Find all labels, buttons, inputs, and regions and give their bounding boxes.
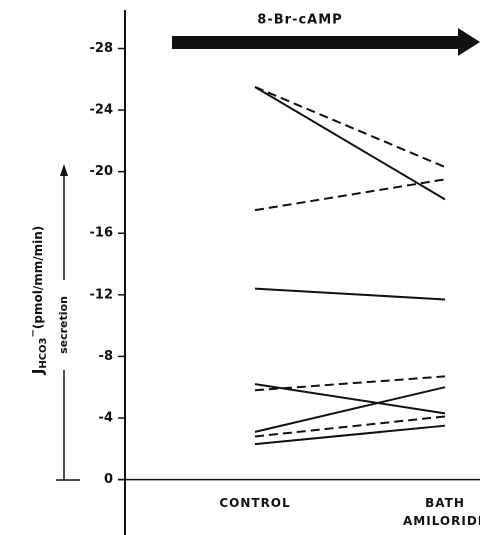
y-tick-label: -8 [99, 349, 113, 364]
series-line [254, 287, 446, 301]
y-tick-label: -24 [90, 103, 114, 118]
y-tick-label: -20 [90, 164, 114, 179]
series-line [254, 375, 446, 392]
y-label-superscript: − [28, 329, 39, 337]
series-line [254, 178, 446, 212]
y-tick-label: -4 [99, 410, 113, 425]
y-tick-label: -28 [90, 41, 114, 56]
series-line [254, 86, 446, 168]
series-line [254, 383, 446, 415]
y-tick-label: -12 [90, 287, 114, 302]
secretion-arrowhead [60, 164, 68, 176]
y-tick-label: -16 [90, 226, 114, 241]
arrow-label: secretion [57, 296, 70, 354]
treatment-arrow [172, 36, 462, 49]
series-line [254, 86, 446, 201]
y-label-subscript: HCO3 [38, 337, 49, 368]
x-tick-label: BATH AMILORIDE [403, 495, 480, 528]
annotation: 8-Br-cAMP [257, 13, 342, 28]
label-backdrop [57, 280, 71, 370]
y-axis-label: JHCO3−(pmol/mm/min) [28, 226, 49, 376]
series-line [254, 424, 446, 446]
treatment-arrowhead [458, 28, 480, 56]
y-label-units: (pmol/mm/min) [31, 226, 45, 329]
x-tick-label: CONTROL [219, 495, 291, 510]
series-line [254, 386, 446, 433]
y-tick-label: 0 [104, 472, 113, 487]
y-label-symbol: J [29, 369, 47, 376]
series-line [254, 415, 446, 438]
